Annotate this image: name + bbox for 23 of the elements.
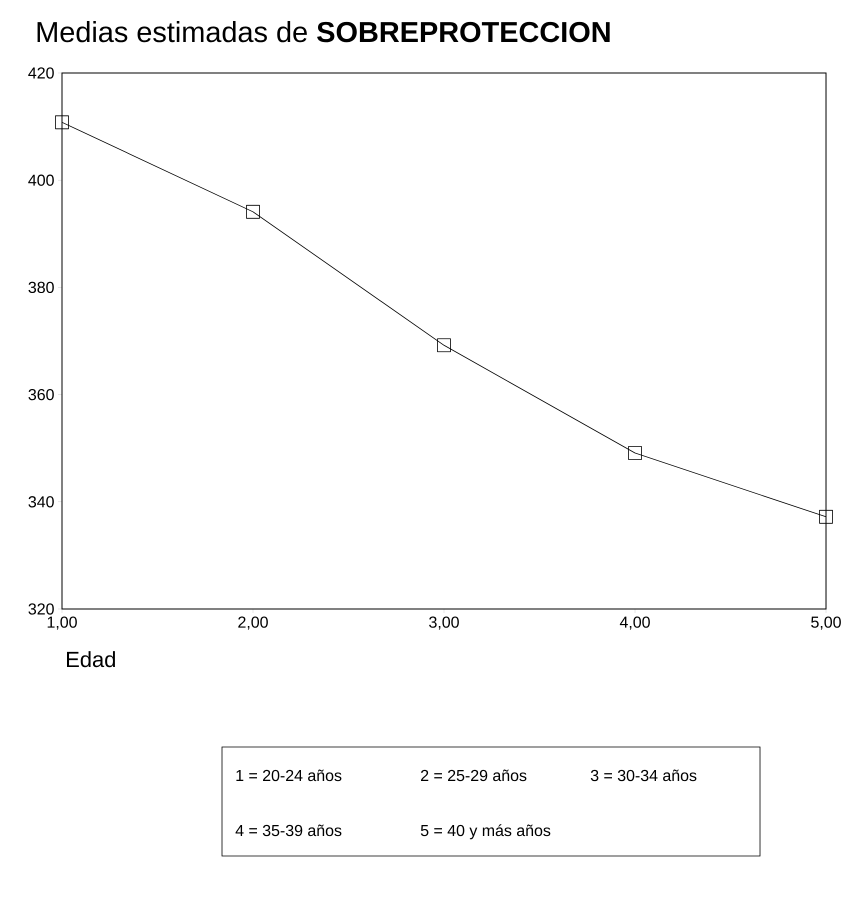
y-tick-label: 420 xyxy=(28,67,54,79)
text: 5 = 40 y más años xyxy=(420,824,550,840)
y-tick-label: 380 xyxy=(28,282,54,294)
x-tick-label: 1,00 xyxy=(48,616,77,630)
chart-title: Medias estimadas de SOBREPROTECCION xyxy=(38,21,610,42)
point xyxy=(628,446,642,460)
point xyxy=(246,204,260,219)
y-tick-label: 400 xyxy=(28,174,54,186)
y-tick-label: 320 xyxy=(28,603,54,615)
x-tick-label: 3,00 xyxy=(429,616,459,630)
y-tick-label: 360 xyxy=(28,388,54,400)
point xyxy=(55,115,69,130)
y-tick-label: 340 xyxy=(28,496,54,508)
point xyxy=(819,510,833,524)
text: 3 = 30-34 años xyxy=(590,770,696,782)
x-tick-label: 4,00 xyxy=(620,616,650,630)
text: 2 = 25-29 años xyxy=(421,770,526,782)
x-axis-title: Edad xyxy=(66,651,115,668)
x-tick-label: 2,00 xyxy=(238,616,268,630)
x-tick-label: 5,00 xyxy=(811,616,841,630)
point xyxy=(437,338,451,352)
text: 1 = 20-24 años xyxy=(236,770,342,782)
text: 4 = 35-39 años xyxy=(236,824,342,836)
